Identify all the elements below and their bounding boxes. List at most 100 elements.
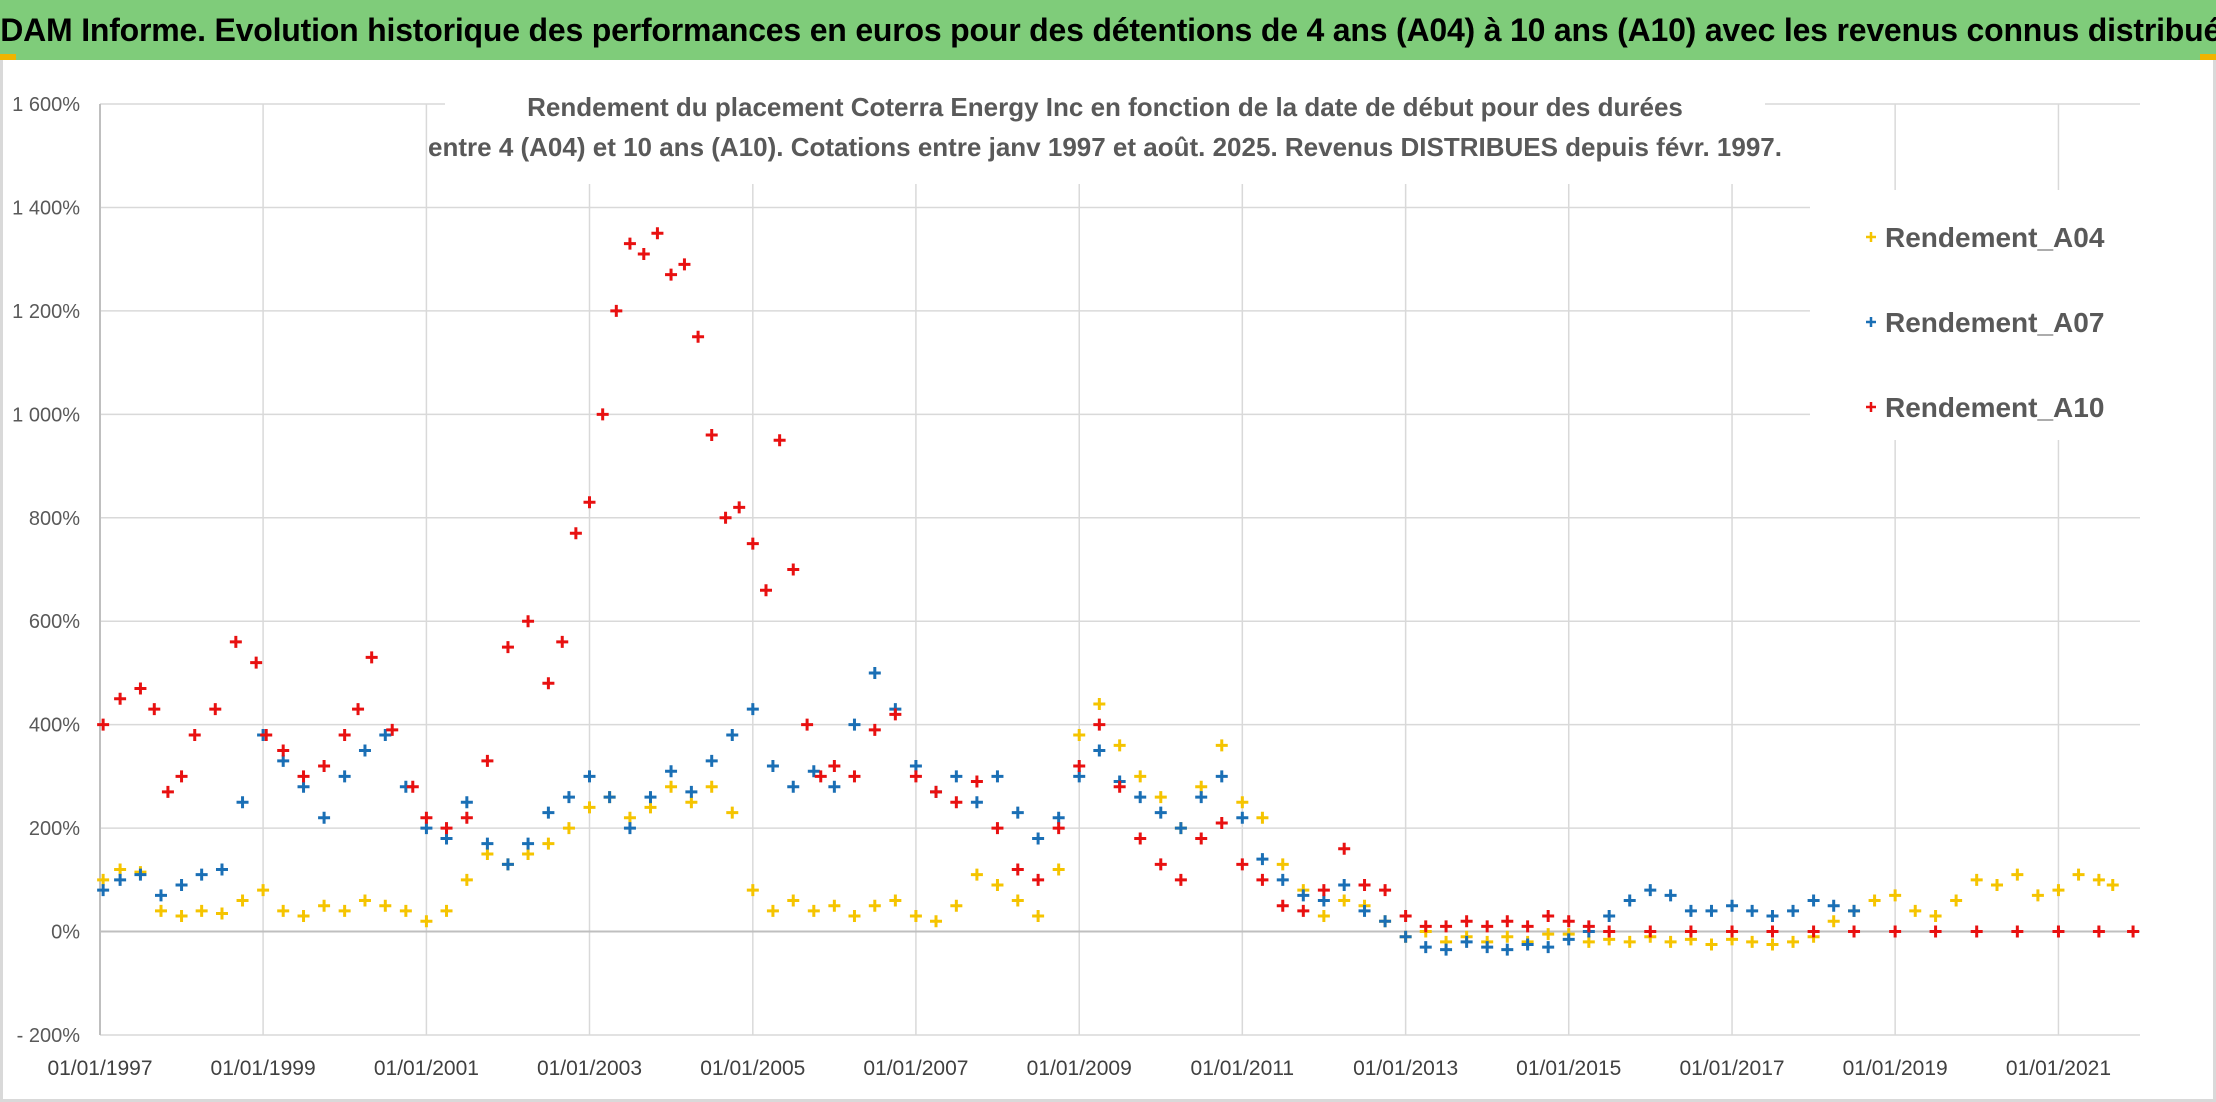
- Rendement_A04-point: [175, 910, 188, 923]
- y-tick-label: - 200%: [17, 1025, 81, 1047]
- Rendement_A07-point: [1705, 904, 1718, 917]
- Rendement_A10-point: [705, 429, 718, 442]
- Rendement_A07-point: [1726, 899, 1739, 912]
- Rendement_A10-point: [2127, 925, 2140, 938]
- x-tick-label: 01/01/2017: [1679, 1057, 1784, 1080]
- Rendement_A07-point: [726, 729, 739, 742]
- Rendement_A04-point: [2011, 868, 2024, 881]
- Rendement_A10-point: [1032, 873, 1045, 886]
- Rendement_A10-point: [1358, 879, 1371, 892]
- Rendement_A10-point: [1379, 884, 1392, 897]
- Rendement_A04-point: [1909, 904, 1922, 917]
- Rendement_A10-point: [318, 760, 331, 773]
- Rendement_A10-point: [1276, 899, 1289, 912]
- Rendement_A10-point: [889, 708, 902, 721]
- Rendement_A10-point: [209, 703, 222, 716]
- Rendement_A04-point: [623, 811, 636, 824]
- Rendement_A04-point: [1950, 894, 1963, 907]
- Rendement_A07-point: [583, 770, 596, 783]
- Rendement_A04-point: [1113, 739, 1126, 752]
- Rendement_A10-point: [1399, 910, 1412, 923]
- Rendement_A10-point: [1603, 925, 1616, 938]
- Rendement_A10-point: [114, 692, 127, 705]
- Rendement_A04-point: [868, 899, 881, 912]
- Rendement_A07-point: [705, 754, 718, 767]
- Rendement_A10-point: [2092, 925, 2105, 938]
- Rendement_A07-point: [685, 785, 698, 798]
- y-tick-label: 200%: [29, 818, 80, 840]
- Rendement_A07-point: [868, 666, 881, 679]
- Rendement_A10-point: [665, 268, 678, 281]
- Rendement_A10-point: [250, 656, 263, 669]
- Rendement_A07-point: [603, 791, 616, 804]
- Rendement_A07-point: [644, 791, 657, 804]
- Rendement_A07-point: [1317, 894, 1330, 907]
- Rendement_A07-point: [1073, 770, 1086, 783]
- Rendement_A10-point: [1093, 718, 1106, 731]
- Rendement_A04-point: [481, 847, 494, 860]
- Rendement_A04-point: [766, 904, 779, 917]
- Rendement_A10-point: [1521, 920, 1534, 933]
- Rendement_A04-point: [215, 907, 228, 920]
- Rendement_A07-point: [623, 822, 636, 835]
- Rendement_A07-point: [1440, 943, 1453, 956]
- Rendement_A07-point: [909, 760, 922, 773]
- banner-accent-right: [2200, 54, 2216, 60]
- y-tick-label: 800%: [29, 508, 80, 530]
- Rendement_A07-point: [1848, 904, 1861, 917]
- Rendement_A07-point: [1011, 806, 1024, 819]
- Rendement_A10-point: [460, 811, 473, 824]
- Rendement_A07-point: [1399, 930, 1412, 943]
- Rendement_A04-point: [1827, 915, 1840, 928]
- legend-label: Rendement_A10: [1885, 392, 2104, 423]
- Rendement_A04-point: [807, 904, 820, 917]
- Rendement_A04-point: [1542, 928, 1555, 941]
- Rendement_A10-point: [746, 537, 759, 550]
- Rendement_A10-point: [386, 723, 399, 736]
- Rendement_A04-point: [2072, 868, 2085, 881]
- Rendement_A07-point: [562, 791, 575, 804]
- Rendement_A07-point: [1684, 904, 1697, 917]
- Rendement_A10-point: [161, 785, 174, 798]
- Rendement_A07-point: [1419, 941, 1432, 954]
- x-tick-label: 01/01/2019: [1843, 1057, 1948, 1080]
- Rendement_A04-point: [665, 780, 678, 793]
- Rendement_A10-point: [610, 304, 623, 317]
- Rendement_A10-point: [1644, 925, 1657, 938]
- legend-label: Rendement_A07: [1885, 307, 2104, 338]
- y-tick-label: 1 000%: [12, 404, 80, 426]
- Rendement_A10-point: [97, 718, 110, 731]
- Rendement_A04-point: [1623, 935, 1636, 948]
- Rendement_A10-point: [1338, 842, 1351, 855]
- Rendement_A10-point: [1766, 925, 1779, 938]
- Rendement_A10-point: [909, 770, 922, 783]
- Rendement_A10-point: [522, 615, 535, 628]
- Rendement_A07-point: [542, 806, 555, 819]
- Rendement_A07-point: [481, 837, 494, 850]
- Rendement_A04-point: [1787, 935, 1800, 948]
- Rendement_A04-point: [1991, 879, 2004, 892]
- Rendement_A07-point: [236, 796, 249, 809]
- Rendement_A07-point: [1521, 938, 1534, 951]
- Rendement_A10-point: [542, 677, 555, 690]
- Rendement_A10-point: [692, 330, 705, 343]
- Rendement_A07-point: [1358, 904, 1371, 917]
- x-tick-label: 01/01/2021: [2006, 1057, 2111, 1080]
- Rendement_A07-point: [522, 837, 535, 850]
- x-tick-label: 01/01/1997: [47, 1057, 152, 1080]
- x-tick-label: 01/01/2003: [537, 1057, 642, 1080]
- Rendement_A04-point: [114, 863, 127, 876]
- Rendement_A10-point: [1582, 920, 1595, 933]
- Rendement_A10-point: [1807, 925, 1820, 938]
- Rendement_A07-point: [828, 780, 841, 793]
- Rendement_A07-point: [1052, 811, 1065, 824]
- Rendement_A04-point: [705, 780, 718, 793]
- Rendement_A04-point: [460, 873, 473, 886]
- y-tick-label: 1 200%: [12, 301, 80, 323]
- chart-title-line: Rendement du placement Coterra Energy In…: [527, 92, 1683, 122]
- Rendement_A04-point: [1889, 889, 1902, 902]
- legend-marker: [1866, 402, 1876, 412]
- Rendement_A04-point: [889, 894, 902, 907]
- Rendement_A10-point: [1481, 920, 1494, 933]
